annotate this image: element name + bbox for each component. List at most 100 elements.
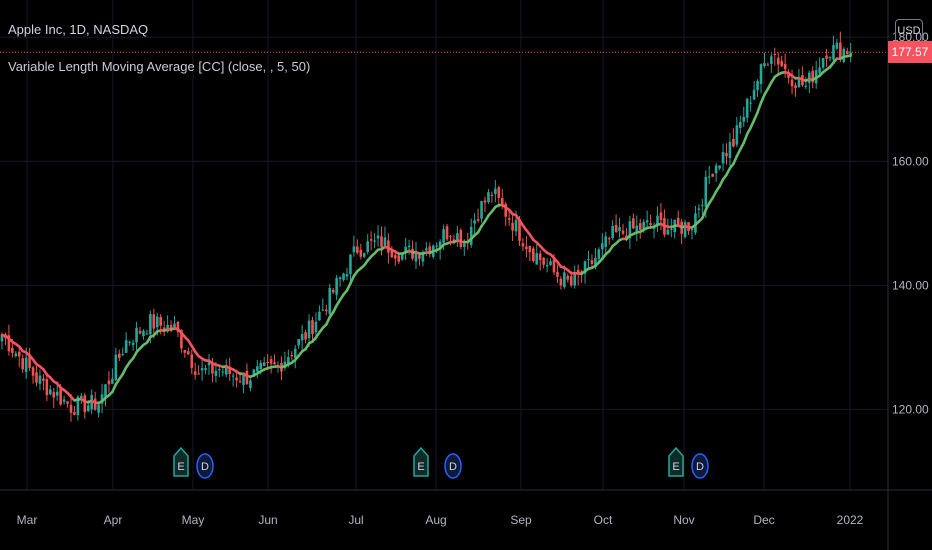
candle <box>49 385 52 396</box>
candle-body <box>7 335 11 352</box>
candle <box>459 228 463 250</box>
candle-body <box>45 379 49 396</box>
candle-body <box>321 309 325 311</box>
candle-body <box>197 373 200 375</box>
candle-body <box>521 243 525 247</box>
candle <box>162 320 166 337</box>
dividend-icon[interactable]: D <box>691 453 709 479</box>
candle-body <box>604 236 608 247</box>
candle <box>728 132 732 167</box>
candle-body <box>756 81 759 91</box>
candle <box>535 244 539 265</box>
time-tick-label: May <box>182 513 205 527</box>
candle-body <box>628 221 632 239</box>
candle-body <box>759 64 763 84</box>
candle <box>808 70 811 94</box>
candle-body <box>835 42 839 49</box>
candle-body <box>328 287 332 314</box>
candle <box>745 97 749 123</box>
candle <box>224 359 228 378</box>
dividend-icon[interactable]: D <box>444 453 462 479</box>
candle-body <box>207 361 211 366</box>
candle <box>490 191 494 203</box>
candle-body <box>342 273 345 280</box>
candle-body <box>487 192 490 203</box>
candle <box>425 242 428 257</box>
event-marker-letter: D <box>201 461 209 473</box>
candle <box>801 66 804 87</box>
candle-body <box>459 230 463 248</box>
candle-body <box>290 354 294 357</box>
candle <box>590 254 594 267</box>
candle-body <box>100 394 104 404</box>
candle <box>825 48 828 67</box>
candle-body <box>300 334 304 341</box>
candle <box>14 351 18 358</box>
candle-body <box>383 237 387 246</box>
candle-body <box>442 229 445 243</box>
candle <box>456 226 459 247</box>
candle-body <box>808 72 811 83</box>
chart-title: Apple Inc, 1D, NASDAQ <box>8 22 149 37</box>
candle <box>532 246 535 263</box>
earnings-icon[interactable]: E <box>668 446 684 477</box>
candle-body <box>825 55 828 59</box>
candle <box>111 368 114 384</box>
dividend-icon[interactable]: D <box>196 453 214 479</box>
ma-segment <box>111 383 118 394</box>
candle-body <box>528 245 532 252</box>
currency-button[interactable]: USD <box>895 19 923 43</box>
last-price-tag: 177.57 <box>888 41 932 64</box>
candle-body <box>538 253 542 260</box>
candle-body <box>525 246 528 250</box>
candle <box>135 321 138 353</box>
candle-body <box>73 411 76 415</box>
candle <box>307 314 311 348</box>
candle <box>576 264 580 286</box>
candle <box>476 208 480 223</box>
candle-body <box>273 362 276 365</box>
candle <box>480 200 483 223</box>
candle <box>411 240 414 261</box>
event-marker-letter: D <box>696 461 704 473</box>
candle-body <box>373 240 376 242</box>
time-tick-label: Nov <box>673 513 694 527</box>
candle-body <box>307 320 311 339</box>
candle-body <box>259 362 263 370</box>
candle <box>483 196 487 213</box>
candle <box>714 162 718 182</box>
event-marker-letter: D <box>449 461 457 473</box>
earnings-icon[interactable]: E <box>413 446 429 477</box>
earnings-marker-shape <box>413 446 429 477</box>
candle <box>218 365 221 378</box>
candle-body <box>66 401 69 404</box>
candle <box>680 219 683 245</box>
candle <box>331 288 335 295</box>
candle-body <box>711 173 714 177</box>
candle <box>193 362 197 380</box>
candle-body <box>331 289 335 293</box>
ma-segment <box>759 93 766 105</box>
indicator-label[interactable]: Variable Length Moving Average [CC] (clo… <box>8 59 311 74</box>
candle-body <box>794 85 797 89</box>
ma-segment <box>349 274 356 285</box>
earnings-icon[interactable]: E <box>173 446 189 477</box>
candle-body <box>642 221 645 231</box>
ma-segment <box>749 118 756 130</box>
candle <box>818 57 821 76</box>
candle-body <box>683 222 687 238</box>
candle-body <box>601 243 604 250</box>
candle-body <box>494 188 497 194</box>
event-marker-letter: E <box>177 461 184 473</box>
candle <box>742 106 746 127</box>
candle-body <box>821 58 825 68</box>
ma-segment <box>345 282 352 292</box>
candle <box>200 359 204 381</box>
candle-body <box>645 220 649 223</box>
candle-body <box>131 342 135 346</box>
candle <box>683 219 687 239</box>
candle-body <box>128 341 131 343</box>
candle <box>507 210 511 226</box>
